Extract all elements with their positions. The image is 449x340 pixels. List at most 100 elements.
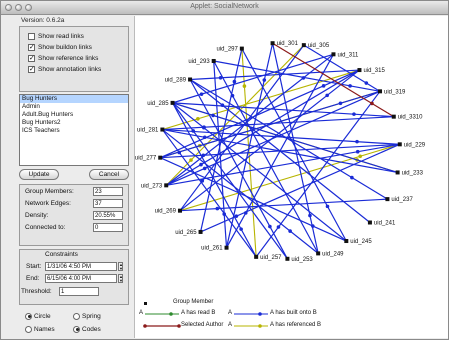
minimize-window-icon[interactable] [15, 4, 22, 11]
group-member-node[interactable] [158, 155, 163, 160]
buildon-edge [166, 143, 400, 186]
node-label: uid_3310 [398, 115, 423, 121]
radio-button[interactable] [73, 325, 80, 333]
buildon-edge-arrow-dot [199, 92, 204, 96]
group-member-node[interactable] [301, 43, 306, 48]
zoom-window-icon[interactable] [25, 4, 32, 11]
radio-label: Codes [82, 325, 101, 333]
group-list-item[interactable]: ICS Teachers [22, 127, 60, 134]
show-buildon-links-checkbox[interactable]: ✓ Show buildon links [28, 42, 92, 52]
group-member-node[interactable] [254, 254, 259, 259]
node-label: uid_269 [155, 209, 177, 215]
circle-layout-radio[interactable]: Circle [25, 311, 51, 321]
buildon-edge [162, 128, 398, 174]
radio-label: Spring [82, 312, 101, 320]
group-member-node[interactable] [344, 239, 349, 244]
group-list-item[interactable]: Adult.Bug Hunters [22, 111, 74, 118]
buildon-edge [190, 69, 360, 81]
buildon-edge-arrow-dot [222, 212, 227, 216]
cancel-button[interactable]: Cancel [89, 169, 129, 180]
group-member-node[interactable] [397, 142, 402, 147]
group-member-node[interactable] [391, 114, 396, 119]
group-member-node[interactable] [270, 41, 275, 46]
buildon-edge-arrow-dot [352, 112, 356, 116]
start-date-stepper[interactable]: ▲ ▼ [118, 262, 123, 271]
group-member-node[interactable] [357, 68, 362, 73]
buildon-edge [172, 102, 394, 118]
group-member-node[interactable] [395, 170, 400, 175]
threshold-label: Threshold: [21, 288, 52, 295]
checkbox-box[interactable]: ✓ [28, 65, 35, 73]
legend-a-letter: A [228, 310, 233, 316]
show-reference-links-checkbox[interactable]: ✓ Show reference links [28, 53, 98, 63]
buildon-edge-arrow-dot [276, 225, 281, 229]
threshold-field[interactable]: 1 [59, 287, 99, 296]
radio-button[interactable] [25, 312, 32, 320]
start-date-field[interactable]: 1/31/06 4:50 PM [45, 262, 117, 271]
node-label: uid_305 [308, 43, 330, 49]
buildon-edge-arrow-dot [200, 179, 205, 183]
legend-group-member-text: Group Member [173, 299, 214, 305]
group-member-node[interactable] [160, 127, 165, 132]
radio-button[interactable] [25, 325, 32, 333]
node-label: uid_301 [277, 41, 299, 47]
end-date-stepper[interactable]: ▲ ▼ [118, 274, 123, 283]
codes-display-radio[interactable]: Codes [73, 324, 101, 334]
update-button[interactable]: Update [19, 169, 59, 180]
close-window-icon[interactable] [5, 4, 12, 11]
group-list-item[interactable]: Admin [22, 103, 40, 110]
reference-edge-arrow-dot [358, 154, 363, 159]
node-label: uid_297 [216, 47, 238, 53]
group-member-node[interactable] [198, 229, 203, 234]
network-graph-panel[interactable]: uid_305 uid_311 uid_315 uid_319 uid_3310 uid_… [134, 16, 448, 338]
legend-graphics [143, 302, 268, 328]
group-member-node[interactable] [177, 208, 182, 213]
buildon-edge-arrow-dot [215, 206, 220, 211]
stat-label: Group Members: [25, 188, 74, 195]
checkbox-box[interactable]: ✓ [28, 43, 35, 51]
control-panel: Version: 0.6.2a Show read links ✓ Show b… [3, 16, 132, 338]
group-list-item[interactable]: Bug Hunters [20, 95, 128, 103]
node-label: uid_311 [337, 52, 359, 58]
selected-author-edge [272, 42, 395, 118]
group-member-node[interactable] [367, 220, 372, 225]
checkbox-box[interactable]: ✓ [28, 54, 35, 62]
group-member-node[interactable] [316, 251, 321, 256]
buildon-edge-arrow-dot [288, 229, 292, 233]
network-edges-value: 37 [93, 199, 123, 208]
node-label: uid_277 [135, 156, 157, 162]
buildon-edge-arrow-dot [321, 84, 326, 88]
legend-selected-dot-b [177, 324, 181, 328]
group-member-node[interactable] [385, 197, 390, 202]
node-label: uid_229 [404, 142, 426, 148]
network-graph-canvas[interactable]: uid_305 uid_311 uid_315 uid_319 uid_3310 uid_… [135, 16, 448, 338]
buildon-edge [213, 60, 319, 254]
legend-selected-text: Selected Author [181, 322, 224, 328]
legend-reference-dot [258, 324, 262, 328]
group-member-node[interactable] [164, 183, 169, 188]
buildon-edge-arrow-dot [355, 149, 360, 154]
show-read-links-checkbox[interactable]: Show read links [28, 31, 84, 41]
stat-label: Network Edges: [25, 200, 71, 207]
radio-button[interactable] [73, 312, 80, 320]
buildon-edge [189, 79, 288, 260]
group-member-node[interactable] [331, 52, 336, 57]
legend-read-text: A has read B [181, 310, 216, 316]
radio-label: Names [34, 325, 55, 333]
spring-layout-radio[interactable]: Spring [73, 311, 101, 321]
group-member-node[interactable] [378, 89, 383, 94]
names-display-radio[interactable]: Names [25, 324, 55, 334]
end-date-field[interactable]: 6/15/06 4:00 PM [45, 274, 117, 283]
group-list-item[interactable]: Bug Hunters2 [22, 119, 61, 126]
group-member-node[interactable] [188, 77, 193, 82]
group-member-node[interactable] [239, 46, 244, 51]
buildon-edge-arrow-dot [262, 78, 267, 82]
group-member-node[interactable] [285, 256, 290, 261]
group-list[interactable]: Bug Hunters Admin Adult.Bug Hunters Bug … [19, 94, 129, 166]
show-annotation-links-checkbox[interactable]: ✓ Show annotation links [28, 64, 101, 74]
group-member-node[interactable] [211, 58, 216, 63]
checkbox-box[interactable] [28, 32, 35, 40]
group-member-node[interactable] [224, 245, 229, 250]
buildon-edge [162, 129, 319, 254]
group-member-node[interactable] [170, 100, 175, 105]
